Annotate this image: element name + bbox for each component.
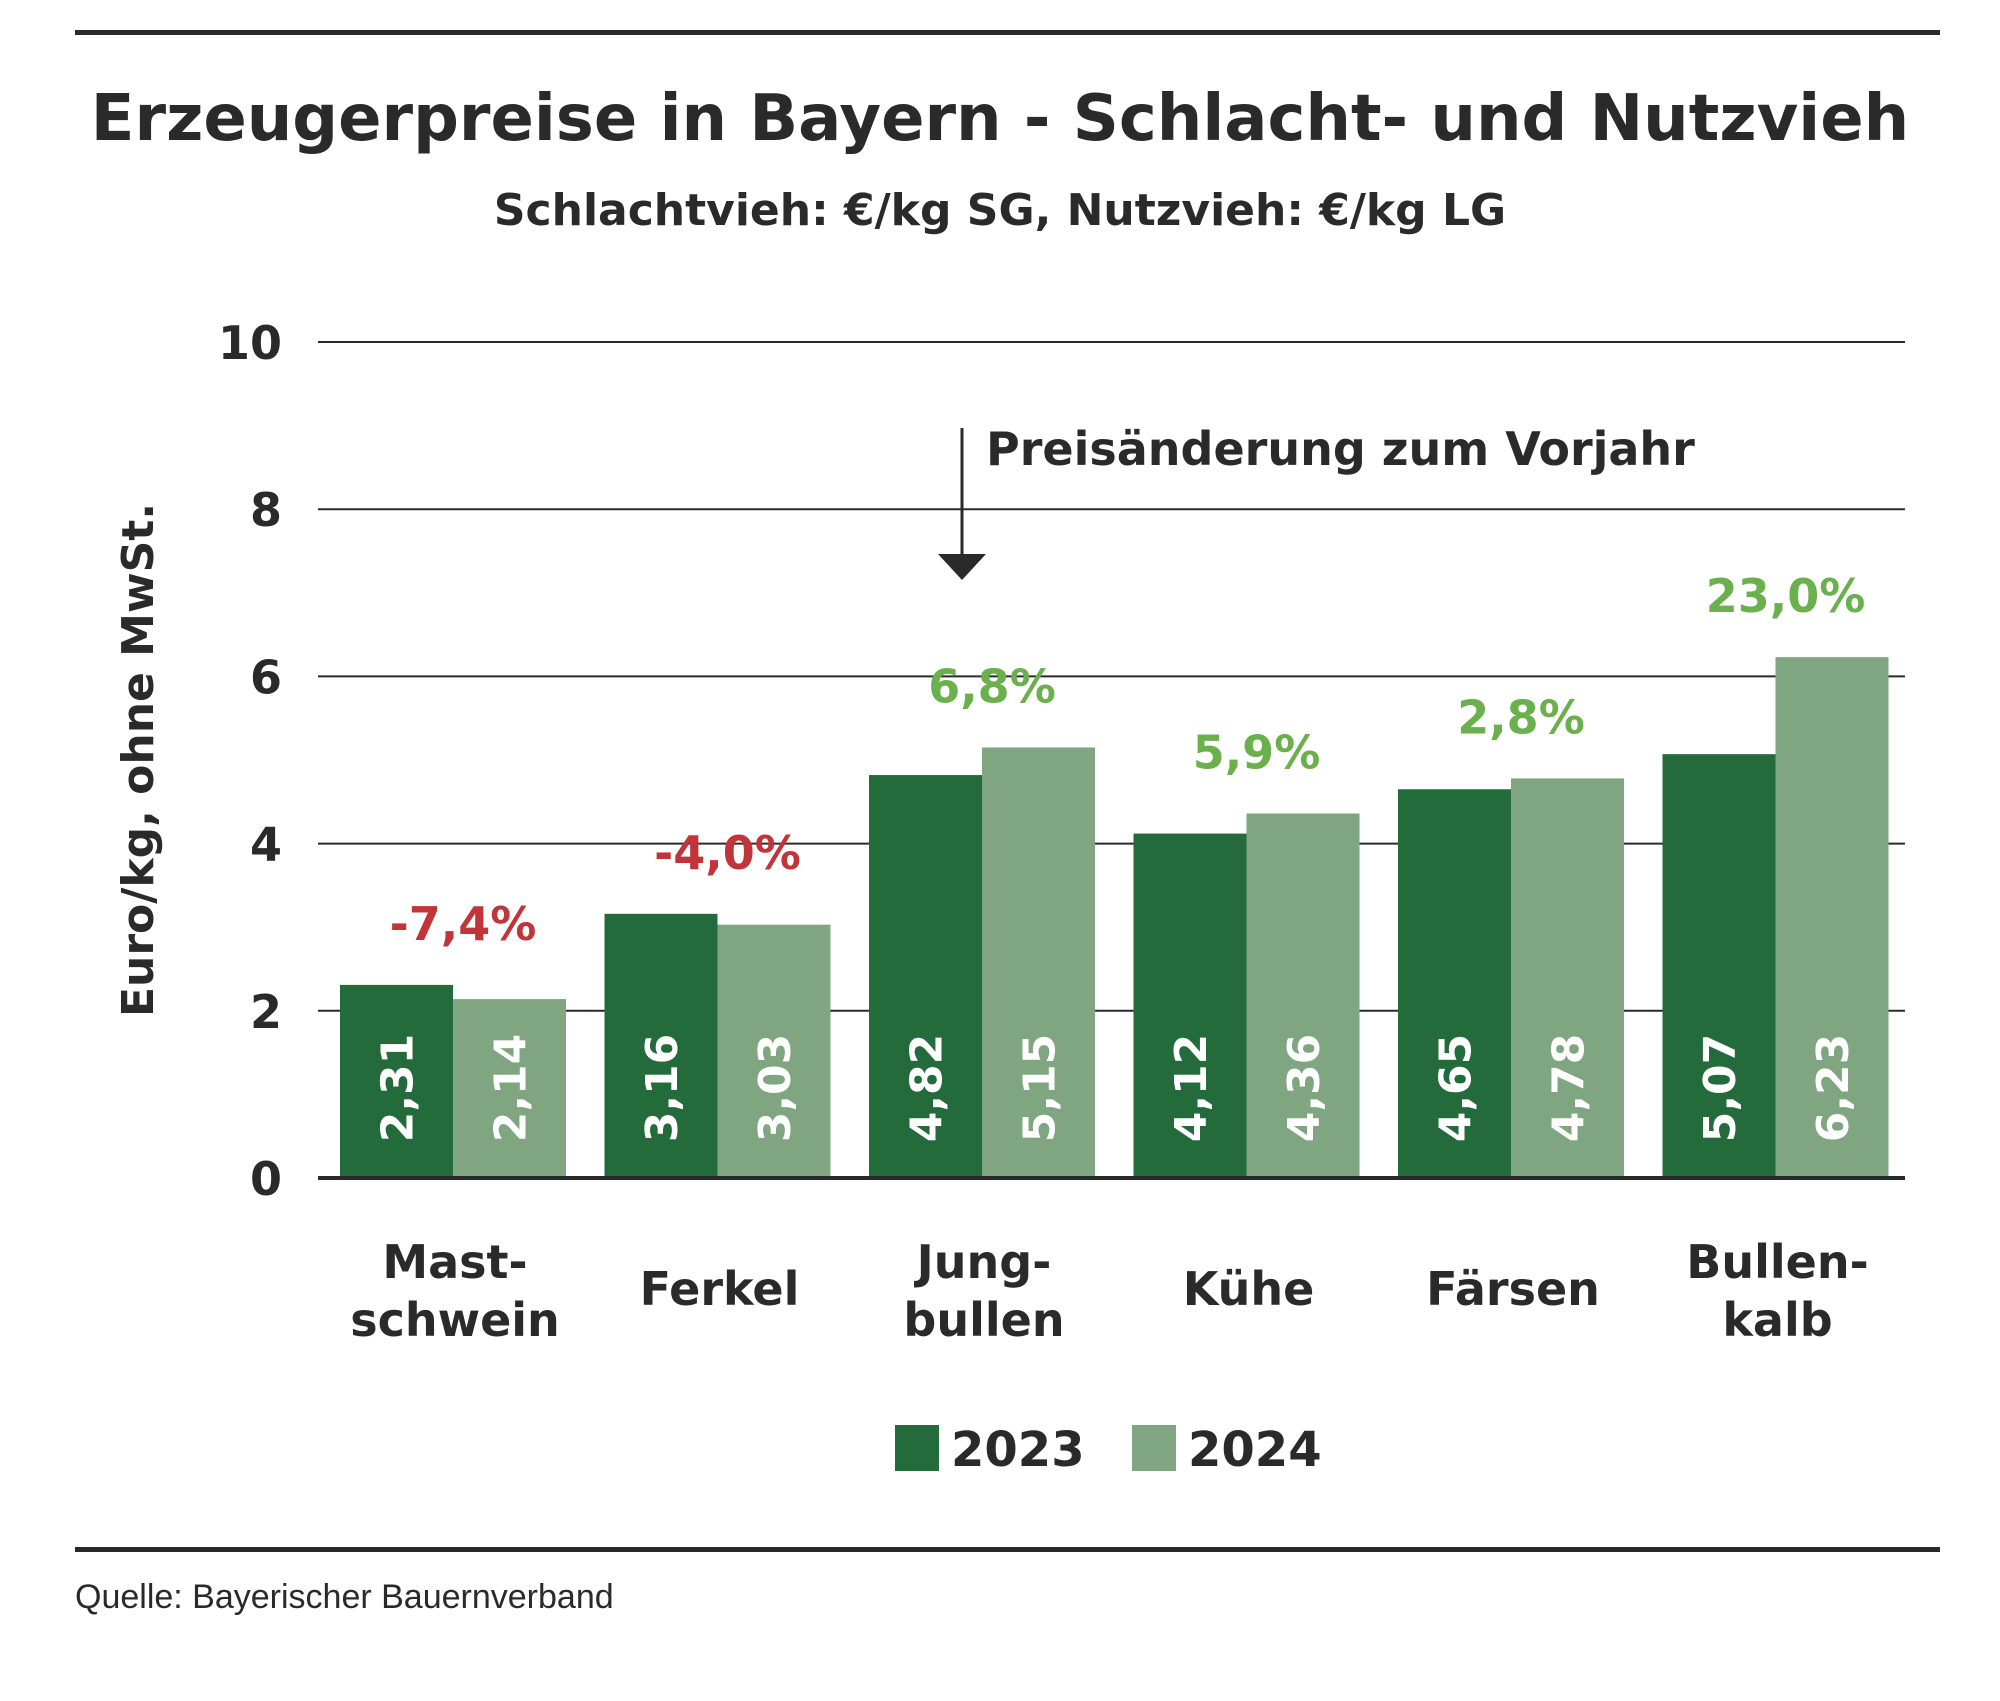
y-tick-label: 0 [250, 1152, 282, 1206]
bar-value-label: 4,36 [1279, 1034, 1330, 1143]
bar-value-label: 4,78 [1544, 1034, 1595, 1143]
y-tick-label: 8 [250, 483, 282, 537]
chart-title: Erzeugerpreise in Bayern - Schlacht- und… [90, 82, 1910, 156]
category-label: Kühe [1183, 1262, 1315, 1316]
legend-label: 2023 [951, 1422, 1085, 1478]
category-label: Bullen- [1686, 1235, 1868, 1289]
bar-value-label: 6,23 [1808, 1034, 1859, 1143]
change-label: 2,8% [1457, 690, 1585, 744]
legend-label: 2024 [1188, 1422, 1322, 1478]
bar-value-label: 3,03 [750, 1034, 801, 1143]
bar-2024 [1511, 778, 1624, 1178]
category-label: Mast- [382, 1235, 527, 1289]
y-tick-label: 4 [250, 818, 282, 872]
category-label: bullen [903, 1293, 1064, 1347]
top-rule [75, 30, 1940, 35]
bar-2024 [453, 999, 566, 1178]
change-label: -7,4% [390, 897, 537, 951]
change-label: -4,0% [654, 826, 801, 880]
category-label: Färsen [1426, 1262, 1600, 1316]
category-label: schwein [350, 1293, 560, 1347]
annotation-text: Preisänderung zum Vorjahr [986, 422, 1695, 476]
category-label: Jung- [914, 1235, 1052, 1289]
category-label: kalb [1722, 1293, 1832, 1347]
bar-value-label: 2,31 [373, 1034, 424, 1143]
category-label: Ferkel [640, 1262, 800, 1316]
bottom-rule [75, 1547, 1940, 1552]
bar-value-label: 4,12 [1166, 1034, 1217, 1143]
source-note: Quelle: Bayerischer Bauernverband [75, 1578, 614, 1616]
bar-2024 [1775, 657, 1889, 1178]
bar-value-label: 5,07 [1695, 1034, 1746, 1143]
chart-subtitle: Schlachtvieh: €/kg SG, Nutzvieh: €/kg LG [493, 185, 1507, 236]
bar-value-label: 4,65 [1431, 1034, 1482, 1143]
legend-swatch-2024 [1132, 1425, 1176, 1471]
change-label: 6,8% [928, 659, 1056, 713]
bar-2023 [1398, 789, 1511, 1178]
bar-value-label: 5,15 [1015, 1034, 1066, 1143]
bar-value-label: 3,16 [637, 1034, 688, 1143]
bar-2023 [1133, 833, 1247, 1178]
change-label: 23,0% [1706, 569, 1866, 623]
legend-swatch-2023 [895, 1425, 939, 1471]
bar-2024 [982, 747, 1095, 1178]
bar-2023 [604, 913, 718, 1178]
bar-2024 [717, 924, 831, 1178]
change-label: 5,9% [1193, 726, 1321, 780]
annotation-arrow-head [938, 554, 986, 580]
bar-value-label: 2,14 [486, 1034, 537, 1143]
y-tick-label: 6 [250, 650, 282, 704]
bar-2023 [1662, 754, 1776, 1178]
y-tick-label: 10 [218, 316, 282, 370]
bar-2023 [340, 984, 453, 1178]
bar-value-label: 4,82 [902, 1034, 953, 1143]
y-axis-title: Euro/kg, ohne MwSt. [113, 503, 164, 1017]
y-tick-label: 2 [250, 985, 282, 1039]
bar-2024 [1246, 813, 1360, 1178]
bar-2023 [869, 775, 982, 1178]
